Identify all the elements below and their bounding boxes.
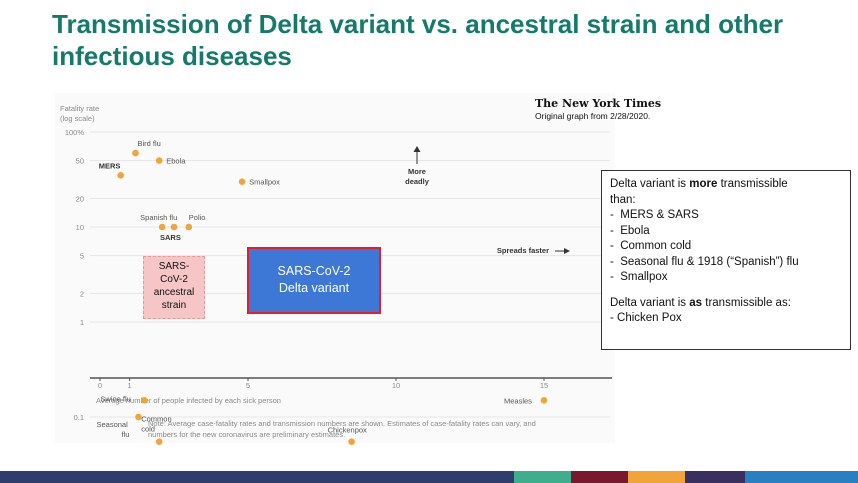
delta-variant-callout: SARS-CoV-2 Delta variant <box>247 247 381 314</box>
data-point <box>155 157 163 164</box>
x-tick-label: 0 <box>98 381 102 390</box>
point-label: cold <box>141 425 155 434</box>
footer-color-segment <box>514 471 571 483</box>
footer-color-segment <box>685 471 745 483</box>
point-label: Spanish flu <box>140 213 177 222</box>
point-label: Polio <box>189 213 206 222</box>
data-point <box>132 149 139 157</box>
data-point <box>348 438 355 445</box>
point-label: MERS <box>99 161 121 170</box>
chart-footnote: Note: Average case-fatality rates and tr… <box>148 419 536 439</box>
callout-line: Delta variant <box>278 281 350 295</box>
y-axis-title: Fatality rate <box>60 104 99 113</box>
data-point <box>117 172 125 179</box>
point-label: Chickenpox <box>328 426 367 435</box>
data-point <box>170 223 178 231</box>
point-label: Bird flu <box>138 139 161 148</box>
y-tick-label: 5 <box>80 252 84 261</box>
callout-line: ancestral <box>153 287 195 298</box>
info-list-item: - Smallpox <box>610 271 668 283</box>
footer-color-segment <box>628 471 685 483</box>
spreads-faster-arrowhead <box>564 248 570 254</box>
footer-color-segment <box>0 471 514 483</box>
point-label: SARS <box>160 233 181 242</box>
y-tick-label: 50 <box>76 157 84 166</box>
source-note: Original graph from 2/28/2020. <box>535 111 651 121</box>
point-label: Smallpox <box>249 178 280 187</box>
data-point <box>141 396 148 404</box>
info-list-item: - MERS & SARS <box>610 209 699 221</box>
y-tick-label: 10 <box>76 223 84 232</box>
point-label: Measles <box>504 396 532 405</box>
point-label: Seasonal <box>96 420 128 429</box>
info-list-item: - Ebola <box>610 224 650 237</box>
x-axis-label: Average number of people infected by eac… <box>96 396 281 405</box>
spreads-faster-label: Spreads faster <box>497 246 549 255</box>
info-more-heading: Delta variant is more transmissible <box>610 178 788 190</box>
point-label: Common <box>141 415 171 424</box>
data-point <box>540 396 548 404</box>
x-tick-label: 10 <box>392 381 400 390</box>
callout-line: SARS- <box>158 261 190 272</box>
y-tick-label: 100% <box>65 128 85 137</box>
ancestral-strain-callout: SARS- CoV-2 ancestral strain <box>143 256 205 319</box>
info-box: Delta variant is more transmissible than… <box>601 170 851 350</box>
y-tick-label: 20 <box>76 194 84 203</box>
data-point <box>185 223 193 231</box>
data-points: MERS Bird flu Ebola Smallpox Spanish flu SARS… <box>96 139 548 445</box>
y-tick-label: 1 <box>80 318 84 327</box>
data-point <box>155 438 163 445</box>
callout-line: CoV-2 <box>160 274 188 285</box>
y-tick-label: 2 <box>80 289 84 298</box>
x-tick-label: 5 <box>246 381 250 390</box>
info-list-item: - Seasonal flu & 1918 (“Spanish”) flu <box>610 255 799 268</box>
y-tick-label: 0.1 <box>74 413 84 422</box>
callout-line: strain <box>161 300 187 311</box>
point-label: Ebola <box>166 157 186 166</box>
publisher-logo: The New York Times <box>535 97 662 110</box>
footer-color-segment <box>571 471 628 483</box>
y-axis-ticks: 100% 50 20 10 5 2 1 0.1 <box>65 128 85 422</box>
footer-color-segment <box>745 471 858 483</box>
page-title: Transmission of Delta variant vs. ancest… <box>52 9 784 71</box>
data-point <box>135 413 142 421</box>
info-list-item: - Chicken Pox <box>610 312 682 324</box>
more-deadly-arrowhead <box>413 146 421 152</box>
data-point <box>238 178 246 185</box>
y-axis-title: (log scale) <box>60 114 95 123</box>
callout-line: SARS-CoV-2 <box>277 264 351 278</box>
more-deadly-label: deadly <box>405 177 430 186</box>
point-label: Swine flu <box>100 394 130 403</box>
x-tick-label: 1 <box>128 381 132 390</box>
point-label: flu <box>121 430 129 439</box>
info-list-item: - Common cold <box>610 240 692 252</box>
info-as-heading: Delta variant is as transmissible as: <box>610 296 791 309</box>
x-tick-label: 15 <box>540 381 548 390</box>
data-point <box>158 223 166 231</box>
more-deadly-label: More <box>408 167 426 176</box>
info-more-heading-cont: than: <box>610 193 636 206</box>
